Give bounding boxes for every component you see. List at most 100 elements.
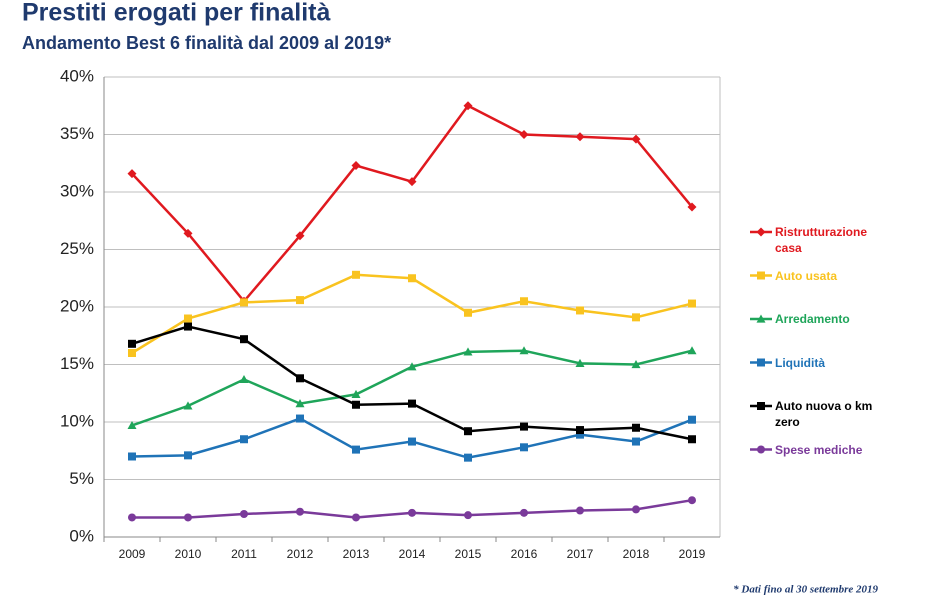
y-tick-label: 5% (69, 469, 94, 488)
marker (756, 314, 766, 323)
legend-item: Auto usata (775, 268, 838, 283)
y-tick-label: 0% (69, 526, 94, 545)
marker (757, 358, 765, 367)
marker (184, 314, 192, 323)
series-line (131, 273, 693, 355)
marker (184, 322, 192, 331)
marker (127, 169, 137, 179)
y-tick-label: 30% (60, 181, 94, 200)
marker (352, 513, 360, 522)
marker (128, 513, 136, 522)
legend-label: Arredamento (775, 312, 850, 326)
marker (464, 453, 472, 462)
marker (184, 513, 192, 522)
x-tick-label: 2017 (567, 547, 594, 561)
marker (128, 349, 136, 357)
marker (688, 415, 696, 424)
marker (296, 296, 304, 305)
marker (408, 399, 416, 408)
marker (296, 414, 304, 423)
x-tick-label: 2019 (679, 547, 706, 561)
x-tick-label: 2011 (231, 547, 257, 561)
marker (352, 445, 360, 454)
marker (351, 161, 361, 171)
marker (520, 508, 528, 517)
marker (687, 346, 697, 355)
marker (520, 443, 528, 452)
marker (519, 346, 529, 355)
marker (463, 101, 473, 111)
marker (757, 402, 765, 410)
marker (688, 496, 696, 505)
marker (240, 435, 248, 444)
marker (240, 335, 248, 344)
marker (295, 231, 305, 241)
y-tick-label: 40% (60, 66, 94, 85)
marker (239, 374, 249, 384)
marker (632, 505, 640, 514)
legend-label: Auto nuova o km zero (775, 399, 873, 429)
series-line (131, 349, 693, 427)
marker (519, 130, 529, 139)
marker (464, 511, 472, 520)
marker (127, 420, 137, 430)
x-tick-label: 2015 (455, 547, 482, 561)
marker (632, 423, 640, 432)
legend-label: Spese mediche (775, 442, 863, 457)
marker (520, 297, 528, 306)
legend-item: Arredamento (775, 312, 850, 326)
marker (464, 308, 472, 317)
marker (408, 508, 416, 517)
chart-subtitle: Andamento Best 6 finalità dal 2009 al 20… (22, 33, 391, 53)
marker (240, 298, 248, 307)
marker (183, 228, 193, 238)
chart-title: Prestiti erogati per finalità (22, 0, 331, 27)
marker (128, 339, 136, 348)
marker (631, 134, 641, 144)
x-tick-label: 2016 (511, 547, 538, 561)
x-tick-label: 2018 (623, 547, 650, 561)
x-tick-label: 2013 (343, 547, 370, 561)
series-line (131, 104, 693, 304)
marker (240, 510, 248, 518)
y-tick-label: 20% (60, 296, 94, 315)
marker (632, 313, 640, 322)
marker (757, 445, 765, 454)
marker (688, 435, 696, 444)
marker (128, 452, 136, 461)
footnote: * Dati fino al 30 settembre 2019 (733, 584, 878, 596)
legend-item: Ristrutturazione casa (775, 225, 868, 255)
marker (575, 358, 585, 367)
marker (687, 202, 697, 212)
marker (632, 437, 640, 446)
marker (295, 399, 305, 408)
marker (756, 227, 766, 237)
marker (408, 437, 416, 446)
marker (463, 347, 473, 356)
marker (575, 132, 585, 142)
marker (352, 400, 360, 409)
legend-item: Liquidità (775, 355, 825, 370)
marker (576, 430, 584, 439)
marker (184, 451, 192, 460)
marker (407, 177, 417, 187)
marker (464, 427, 472, 436)
x-tick-label: 2012 (287, 547, 314, 561)
y-tick-label: 35% (60, 124, 94, 143)
legend-label: Ristrutturazione casa (775, 225, 868, 255)
y-tick-label: 25% (60, 239, 94, 258)
x-tick-label: 2009 (119, 547, 146, 561)
legend-label: Auto usata (775, 268, 838, 283)
y-tick-label: 10% (60, 411, 94, 430)
marker (757, 271, 765, 280)
legend-label: Liquidità (775, 355, 825, 370)
marker (408, 274, 416, 283)
marker (352, 270, 360, 279)
marker (631, 360, 641, 369)
x-tick-label: 2014 (399, 547, 426, 561)
x-tick-label: 2010 (175, 547, 202, 561)
legend-item: Spese mediche (775, 442, 863, 457)
marker (183, 401, 193, 410)
